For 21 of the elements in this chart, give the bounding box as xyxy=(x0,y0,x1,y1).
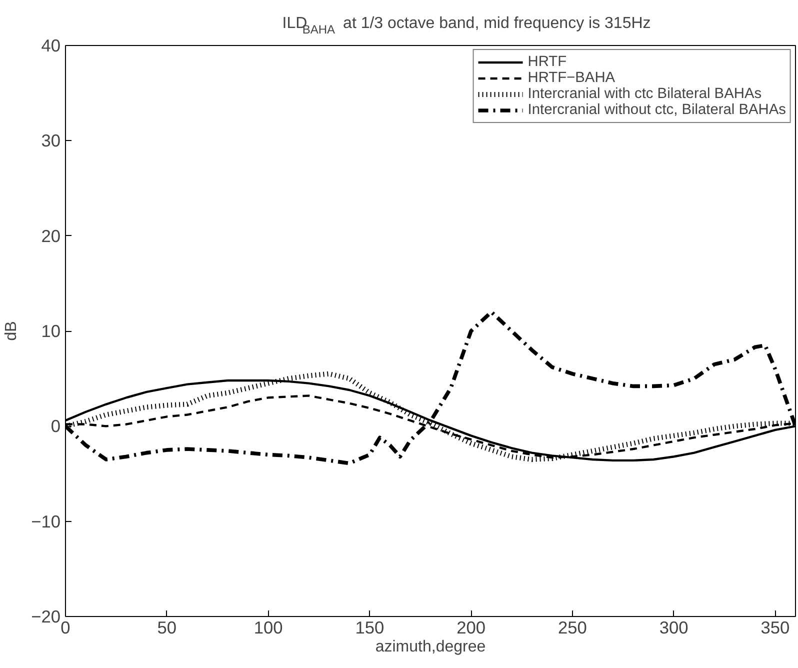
legend-label: HRTF xyxy=(528,54,567,70)
y-tick-label: 40 xyxy=(41,36,61,56)
x-tick-label: 150 xyxy=(355,618,384,638)
y-tick-label: 10 xyxy=(41,321,61,341)
legend-label: HRTF−BAHA xyxy=(528,70,616,86)
y-axis-title: dB xyxy=(3,321,20,341)
x-axis-title: azimuth,degree xyxy=(375,638,486,656)
x-tick-label: 100 xyxy=(254,618,283,638)
x-tick-label: 300 xyxy=(659,618,688,638)
x-tick-label: 350 xyxy=(760,618,790,638)
legend-label: Intercranial without ctc, Bilateral BAHAs xyxy=(528,102,786,118)
y-tick-label: −10 xyxy=(31,511,61,532)
legend-label: Intercranial with ctc Bilateral BAHAs xyxy=(528,86,762,102)
x-tick-label: 50 xyxy=(157,618,177,638)
x-tick-label: 200 xyxy=(456,618,486,638)
y-tick-label: 0 xyxy=(50,416,61,436)
x-tick-label: 250 xyxy=(558,618,587,638)
y-tick-label: −20 xyxy=(31,606,61,626)
y-tick-label: 30 xyxy=(41,130,61,151)
chart-title: ILDBAHA at 1/3 octave band, mid frequency is 315Hz xyxy=(282,15,651,36)
y-tick-label: 20 xyxy=(41,226,61,246)
